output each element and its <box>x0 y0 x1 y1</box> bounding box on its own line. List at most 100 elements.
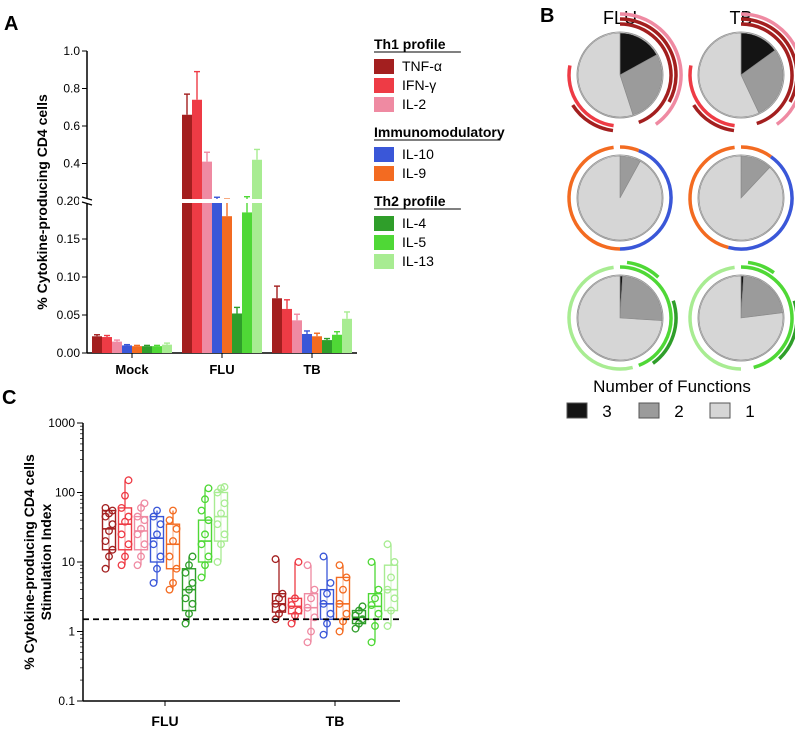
data-point-il-9 <box>165 585 174 594</box>
panel-a-label: A <box>4 13 18 35</box>
bar-il-5-tb <box>332 334 342 353</box>
legend-swatch-il-2 <box>374 97 394 112</box>
y-axis-label-line1: % Cytokine-producing CD4 cells <box>21 454 37 670</box>
pie-slice-3-functions <box>619 32 658 76</box>
bar-il-10-tb <box>302 334 312 353</box>
data-point-il-10 <box>319 599 328 608</box>
data-point-il-5 <box>371 622 379 630</box>
bar-il-13-mock <box>162 344 172 353</box>
data-point-il-10 <box>153 506 161 515</box>
data-point-il-10 <box>149 512 158 521</box>
legend-label-il-2: IL-2 <box>402 96 426 112</box>
data-point-il-13 <box>383 622 392 630</box>
legend-swatch-ifn <box>374 78 394 93</box>
bar-il-4-flu <box>232 313 242 353</box>
y-tick-label: 0.1 <box>58 694 75 708</box>
data-point-il-2 <box>137 552 145 561</box>
data-point-ifn <box>287 619 296 628</box>
data-point-il-2 <box>140 540 149 549</box>
data-point-il-13 <box>217 484 225 493</box>
arc-ifn <box>740 17 795 103</box>
data-point-ifn <box>294 606 303 615</box>
data-point-il-10 <box>153 564 161 573</box>
y-axis-label: % Cytokine-producing CD4 cells <box>34 94 50 310</box>
data-point-tnf <box>101 503 110 512</box>
x-tick-label: FLU <box>151 713 178 729</box>
data-point-il-13 <box>213 558 222 566</box>
data-point-il-5 <box>201 530 209 539</box>
data-point-ifn <box>294 558 303 566</box>
data-point-il-13 <box>390 594 399 603</box>
arc-il-2 <box>740 12 795 126</box>
data-point-il-13 <box>220 499 229 508</box>
bar-il-5-mock <box>152 346 162 353</box>
y-tick-label: 10 <box>62 555 76 569</box>
legend-label-il-4: IL-4 <box>402 215 426 231</box>
data-point-il-5 <box>204 552 213 561</box>
y-tick-label: 0.05 <box>57 308 81 322</box>
panel-a-bar-chart: 0.00 0.05 0.10 0.15 0.20 0.4 0.6 0.8 1.0 % Cytoki… <box>34 36 505 377</box>
legend-label-tnf: TNF-α <box>402 58 442 74</box>
legend-swatch-tnf <box>374 59 394 74</box>
legend-title-functions: Number of Functions <box>593 377 751 396</box>
bar-tnf-flu <box>182 114 192 353</box>
pie-slice-1-functions <box>577 155 663 241</box>
data-point-il-10 <box>326 578 335 587</box>
data-point-tnf <box>271 599 280 608</box>
data-point-il-5 <box>374 585 383 594</box>
data-point-il-4 <box>188 578 197 587</box>
arc-il-5 <box>619 265 673 368</box>
data-point-il-9 <box>165 552 174 561</box>
legend-swatch-il-9 <box>374 166 394 181</box>
bar-il-2-mock <box>112 341 122 353</box>
data-point-il-2 <box>307 627 315 636</box>
arc-tnf <box>740 22 794 126</box>
data-point-ifn <box>124 512 133 521</box>
bar-il-13-flu <box>252 159 262 353</box>
data-point-il-10 <box>323 619 331 628</box>
data-point-il-10 <box>319 630 328 639</box>
data-point-il-9 <box>165 516 174 525</box>
bar-tnf-tb <box>272 298 282 353</box>
data-point-il-9 <box>339 585 347 594</box>
data-point-il-5 <box>374 609 383 618</box>
x-tick-label: Mock <box>115 362 149 377</box>
arc-il-13 <box>567 265 634 371</box>
arc-ifn <box>619 17 678 103</box>
data-point-il-5 <box>204 516 213 525</box>
y-tick-label: 0.4 <box>63 157 80 171</box>
bar-il-10-flu <box>212 201 222 353</box>
legend-swatch-il-10 <box>374 147 394 162</box>
data-point-il-2 <box>133 530 142 539</box>
data-point-il-5 <box>197 506 206 515</box>
data-point-il-13 <box>217 540 225 549</box>
data-point-il-4 <box>185 561 193 570</box>
data-point-il-9 <box>339 617 347 626</box>
data-point-il-5 <box>367 638 376 647</box>
legend-label-ifn: IFN-γ <box>402 77 436 93</box>
x-tick-label: TB <box>326 713 345 729</box>
data-point-il-13 <box>220 530 229 539</box>
y-tick-label: 0.00 <box>57 346 81 360</box>
y-tick-label: 0.10 <box>57 270 81 284</box>
bar-tnf-mock <box>92 336 102 353</box>
data-point-tnf <box>108 520 117 529</box>
data-point-il-10 <box>323 589 331 598</box>
data-point-il-2 <box>303 638 312 647</box>
data-point-tnf <box>101 564 110 573</box>
data-point-tnf <box>108 545 117 554</box>
legend-group-title: Immunomodulatory <box>374 124 505 140</box>
data-point-il-9 <box>335 599 344 608</box>
pie-slice-2-functions <box>619 54 663 116</box>
legend-label-il-9: IL-9 <box>402 165 426 181</box>
arc-tnf <box>692 104 735 133</box>
legend-swatch-3-functions <box>566 402 588 419</box>
bar-il-5-flu <box>242 212 252 353</box>
data-point-il-2 <box>133 561 142 570</box>
arc-il-9 <box>567 145 621 251</box>
data-point-il-2 <box>133 512 142 521</box>
x-tick-label: TB <box>303 362 320 377</box>
data-point-il-9 <box>172 564 181 573</box>
data-point-il-2 <box>303 603 312 612</box>
